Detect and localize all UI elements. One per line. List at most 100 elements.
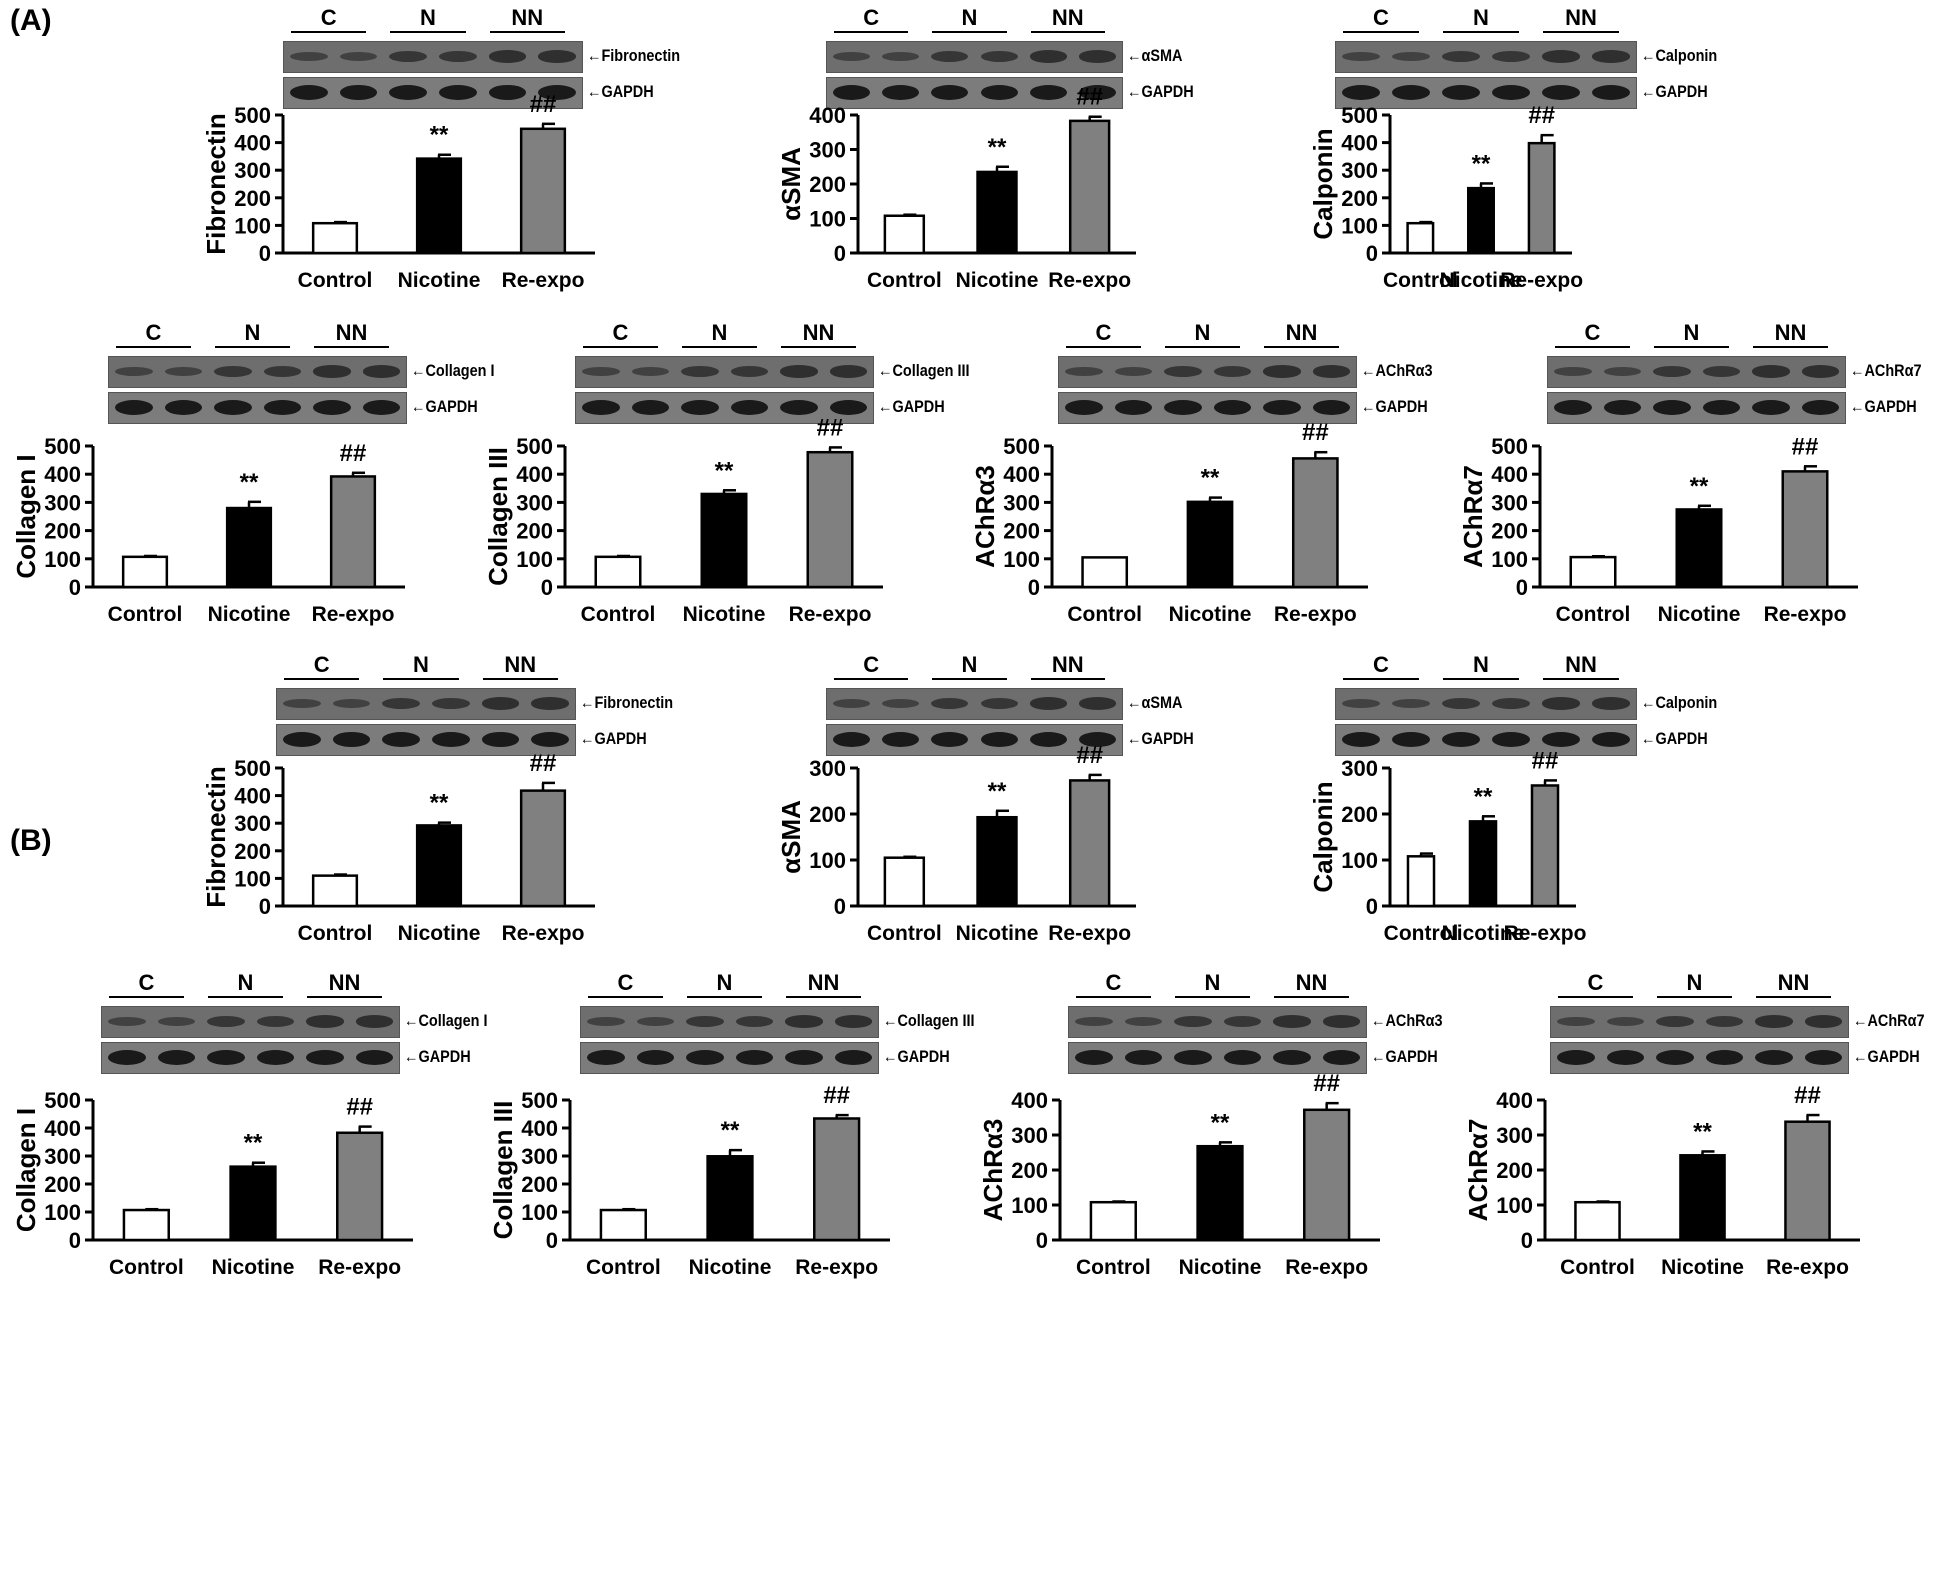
y-tick-label: 0 [1028,575,1040,600]
significance-marker: ** [430,122,449,149]
blot-group-label: C [1343,652,1419,680]
blot-group-label: NN [786,970,861,998]
blot-group-label: N [687,970,762,998]
reexposure-significance-marker: ## [1313,1070,1340,1097]
y-tick-label: 400 [1341,131,1378,156]
target-strip [580,1006,879,1038]
y-tick-label: 0 [834,894,846,919]
y-tick-label: 500 [44,434,81,459]
blot-label: ←GAPDH [580,729,647,748]
y-tick-label: 200 [809,802,846,827]
blot-band [1492,732,1530,747]
blot-band [730,366,768,377]
blot-band [1542,732,1580,747]
blot-band [980,698,1018,709]
significance-marker: ** [1211,1109,1230,1136]
blot-band [1442,732,1480,747]
y-axis-label: Collagen III [488,1101,518,1240]
blot-group-text: NN [1774,320,1807,345]
blot-group-label: N [1175,970,1250,998]
y-tick-label: 300 [1003,490,1040,515]
gapdh-strip [826,77,1123,109]
y-tick-label: 500 [234,756,271,781]
blot-group-underline [786,996,861,998]
y-tick-label: 100 [44,1200,81,1225]
blot-group-text: NN [504,652,537,677]
gapdh-strip [1058,392,1357,424]
reexposure-significance-marker: ## [340,440,367,467]
blot-band [882,698,920,709]
blot-group-text: N [420,5,436,30]
x-tick-label: Control [1067,603,1142,626]
y-tick-label: 0 [546,1228,558,1253]
blot-group-underline [1030,678,1105,680]
y-tick-label: 200 [516,519,553,544]
blot-band [1114,366,1152,377]
blot-group-underline [489,31,565,33]
blot-group-text: N [244,320,261,345]
blot-band [1492,85,1530,100]
blot-group-underline [932,678,1007,680]
blot-band [931,698,969,709]
y-axis-label: Calponin [1308,128,1338,239]
y-tick-label: 300 [516,490,553,515]
blot-band [735,1016,773,1027]
bar-nicotine [1186,500,1234,589]
blot-group-underline [116,346,191,348]
blot-group-text: N [716,970,733,995]
reexposure-significance-marker: ## [1794,1082,1821,1109]
blot-group-label: C [109,970,184,998]
blot-band [1263,400,1301,415]
blot-group-label: N [383,652,459,680]
blot-group-label: NN [489,5,565,33]
blot-group-text: N [1473,652,1489,677]
blot-band [382,698,420,709]
blot-group-label: C [588,970,663,998]
blot-band [1078,85,1116,100]
y-tick-label: 400 [516,462,553,487]
blot-band [256,1050,294,1065]
y-tick-label: 0 [259,894,271,919]
blot-group-label: N [1654,320,1729,348]
blot-group-label: NN [1030,5,1105,33]
blot-group-label: C [291,5,367,33]
reexposure-significance-marker: ## [530,750,557,777]
blot-band [1542,697,1580,710]
blot-band [1804,1050,1842,1065]
reexposure-significance-marker: ## [1792,433,1819,460]
blot-band [1801,400,1839,415]
y-tick-label: 500 [1341,103,1378,128]
blot-label: ←GAPDH [1127,729,1194,748]
blot-label: ←AChRα7 [1853,1011,1925,1030]
reexposure-significance-marker: ## [1076,742,1103,769]
blot-band [1603,366,1641,377]
blot-group-label: N [390,5,466,33]
x-tick-label: Re-expo [312,603,395,626]
y-tick-label: 100 [521,1200,558,1225]
significance-marker: ** [240,469,259,496]
blot-group-text: NN [1285,320,1318,345]
y-tick-label: 200 [1496,1158,1533,1183]
blot-band [1653,400,1691,415]
blot-band [1223,1050,1261,1065]
blot-group-underline [932,31,1007,33]
blot-band [1392,698,1430,709]
blot-band [1755,1015,1793,1028]
blot-label: ←GAPDH [878,397,945,416]
blot-band [834,1015,872,1028]
blot-band [1312,365,1350,378]
significance-marker: ** [1693,1118,1712,1145]
blot-band [834,1050,872,1065]
bar-re-expo [1784,1120,1831,1242]
blot-band [882,732,920,747]
blot-group-underline [834,31,909,33]
bar-re-expo [519,127,567,255]
blot-group-text: C [320,5,337,30]
y-tick-label: 500 [521,1088,558,1113]
x-tick-label: Control [581,603,656,626]
blot-band [439,85,477,100]
blot-label: ←αSMA [1127,46,1183,65]
reexposure-significance-marker: ## [1302,419,1329,446]
blot-band [1124,1016,1162,1027]
